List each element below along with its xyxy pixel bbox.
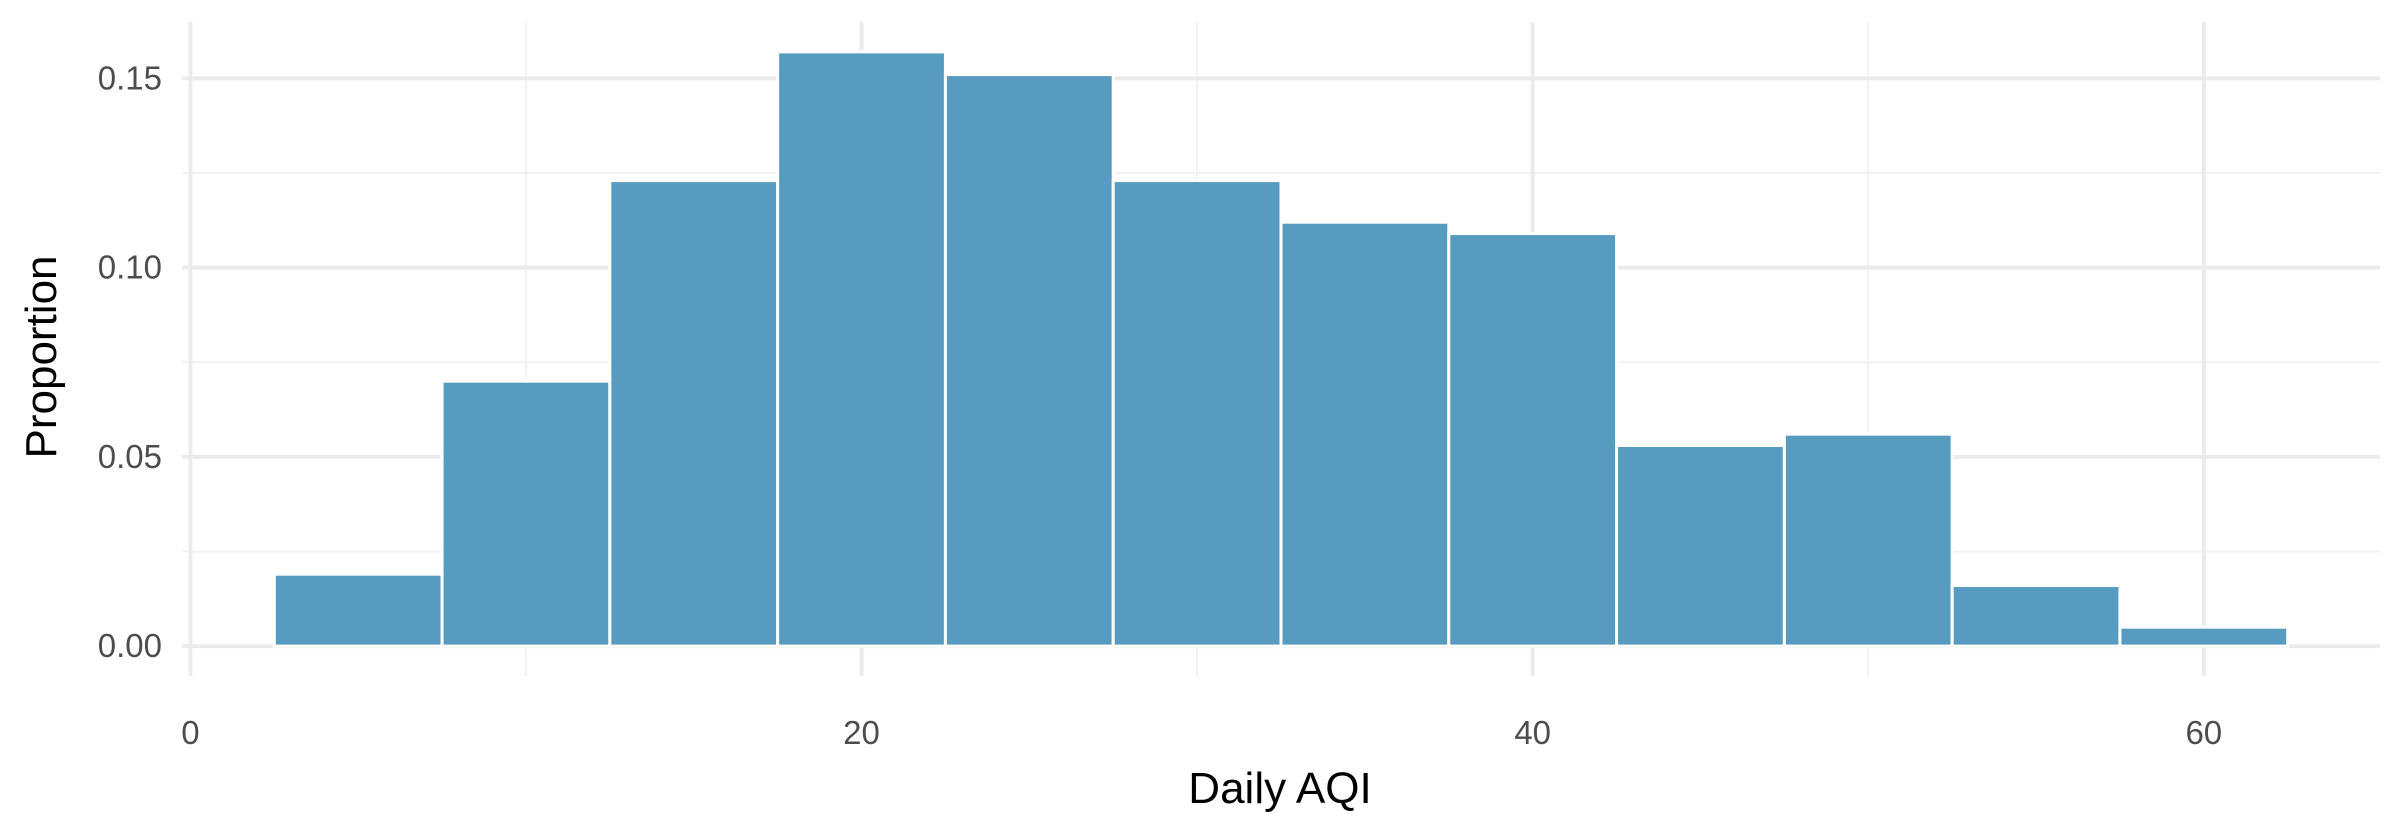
histogram-bar: [1447, 232, 1619, 648]
x-axis-tick-labels: 0 20 40 60: [181, 714, 2222, 751]
histogram-bar: [943, 73, 1115, 648]
histogram-bar: [776, 50, 947, 648]
y-axis-tick-labels: 0.00 0.05 0.10 0.15: [98, 59, 162, 664]
x-tick-label: 60: [2185, 714, 2222, 751]
x-tick-label: 0: [181, 714, 199, 751]
x-tick-label: 40: [1514, 714, 1551, 751]
x-axis-title: Daily AQI: [1188, 764, 1371, 813]
histogram-bar: [608, 179, 780, 648]
histogram-bar: [1279, 220, 1451, 648]
y-tick-label: 0.00: [98, 627, 162, 664]
y-tick-label: 0.05: [98, 438, 162, 475]
histogram-bar: [1782, 432, 1954, 648]
y-tick-label: 0.15: [98, 59, 162, 96]
histogram-bar: [1950, 584, 2122, 648]
y-axis-title: Proportion: [17, 255, 66, 458]
x-tick-label: 20: [843, 714, 880, 751]
y-tick-label: 0.10: [98, 249, 162, 286]
histogram-bar: [2118, 625, 2290, 648]
histogram-bar: [1615, 444, 1786, 648]
histogram-bars: [272, 50, 2290, 648]
histogram-bar: [440, 379, 612, 648]
histogram-bar: [1111, 179, 1283, 648]
histogram-bar: [272, 572, 444, 648]
